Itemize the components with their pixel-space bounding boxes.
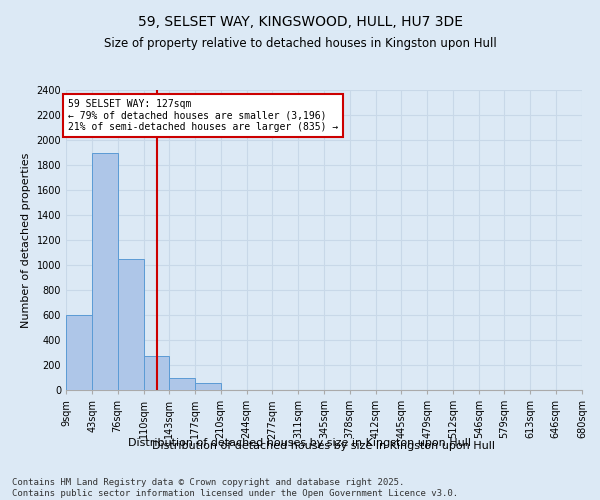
Text: 59 SELSET WAY: 127sqm
← 79% of detached houses are smaller (3,196)
21% of semi-d: 59 SELSET WAY: 127sqm ← 79% of detached … [68, 99, 338, 132]
Y-axis label: Number of detached properties: Number of detached properties [21, 152, 31, 328]
Text: Size of property relative to detached houses in Kingston upon Hull: Size of property relative to detached ho… [104, 38, 496, 51]
Text: 59, SELSET WAY, KINGSWOOD, HULL, HU7 3DE: 59, SELSET WAY, KINGSWOOD, HULL, HU7 3DE [137, 15, 463, 29]
Bar [118, 259, 143, 390]
Bar [169, 378, 195, 390]
Bar [92, 152, 118, 390]
X-axis label: Distribution of detached houses by size in Kingston upon Hull: Distribution of detached houses by size … [152, 442, 496, 452]
Bar [66, 315, 92, 390]
Text: Distribution of detached houses by size in Kingston upon Hull: Distribution of detached houses by size … [128, 438, 472, 448]
Bar [195, 382, 221, 390]
Text: Contains HM Land Registry data © Crown copyright and database right 2025.
Contai: Contains HM Land Registry data © Crown c… [12, 478, 458, 498]
Bar [143, 356, 169, 390]
